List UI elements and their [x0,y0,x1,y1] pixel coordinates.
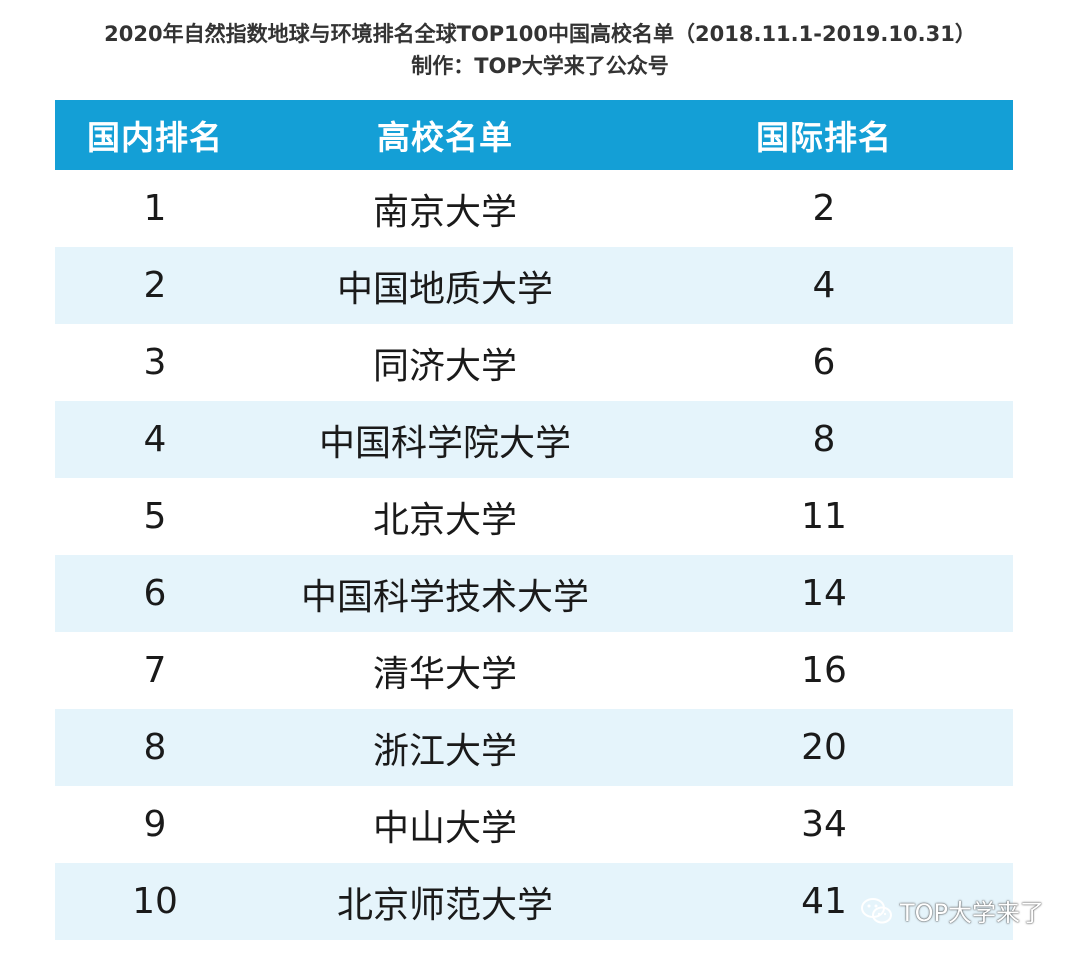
domestic-rank-cell: 8 [143,727,167,768]
table-row: 10 北京师范大学 41 [55,863,1013,940]
university-cell: 中国地质大学 [336,268,553,310]
international-rank-cell: 16 [801,650,847,691]
table-row: 6 中国科学技术大学 14 [55,555,1013,632]
domestic-rank-cell: 9 [143,804,167,845]
header-university: 高校名单 [377,118,513,157]
international-rank-cell: 4 [812,265,836,306]
wechat-icon [860,897,892,923]
watermark-text: TOP大学来了 [899,899,1044,927]
university-cell: 南京大学 [372,191,517,233]
university-cell: 中国科学技术大学 [300,576,589,618]
international-rank-cell: 34 [801,804,847,845]
table-row: 8 浙江大学 20 [55,709,1013,786]
international-rank-cell: 2 [812,188,836,229]
international-rank-cell: 11 [801,496,847,537]
table-row: 2 中国地质大学 4 [55,247,1013,324]
table-row: 9 中山大学 34 [55,786,1013,863]
title-block: 2020年自然指数地球与环境排名全球TOP100中国高校名单（2018.11.1… [0,18,1080,82]
international-rank-cell: 8 [812,419,836,460]
table-row: 7 清华大学 16 [55,632,1013,709]
university-cell: 北京师范大学 [336,884,553,926]
table-row: 1 南京大学 2 [55,170,1013,247]
international-rank-cell: 41 [801,881,847,922]
domestic-rank-cell: 5 [143,496,167,537]
university-cell: 北京大学 [372,499,517,541]
international-rank-cell: 14 [801,573,847,614]
domestic-rank-cell: 2 [143,265,167,306]
university-cell: 中国科学院大学 [318,422,571,464]
header-international-rank: 国际排名 [756,118,892,157]
international-rank-cell: 20 [801,727,847,768]
domestic-rank-cell: 7 [143,650,167,691]
header-domestic-rank: 国内排名 [87,118,223,157]
university-cell: 浙江大学 [372,730,517,772]
university-cell: 清华大学 [372,653,517,695]
domestic-rank-cell: 3 [143,342,167,383]
domestic-rank-cell: 6 [143,573,167,614]
domestic-rank-cell: 4 [143,419,167,460]
university-cell: 中山大学 [372,807,517,849]
university-cell: 同济大学 [372,345,517,387]
page-title: 2020年自然指数地球与环境排名全球TOP100中国高校名单（2018.11.1… [104,22,976,46]
table-row: 5 北京大学 11 [55,478,1013,555]
table-header: 国内排名 高校名单 国际排名 [55,100,1013,170]
watermark: TOP大学来了 [860,893,1044,928]
page-subtitle: 制作：TOP大学来了公众号 [411,54,669,78]
international-rank-cell: 6 [812,342,836,383]
table-row: 4 中国科学院大学 8 [55,401,1013,478]
domestic-rank-cell: 10 [132,881,178,922]
table-row: 3 同济大学 6 [55,324,1013,401]
domestic-rank-cell: 1 [143,188,167,229]
ranking-table: 国内排名 高校名单 国际排名 1 南京大学 2 2 中国地质大学 4 3 同济大… [55,100,1013,940]
